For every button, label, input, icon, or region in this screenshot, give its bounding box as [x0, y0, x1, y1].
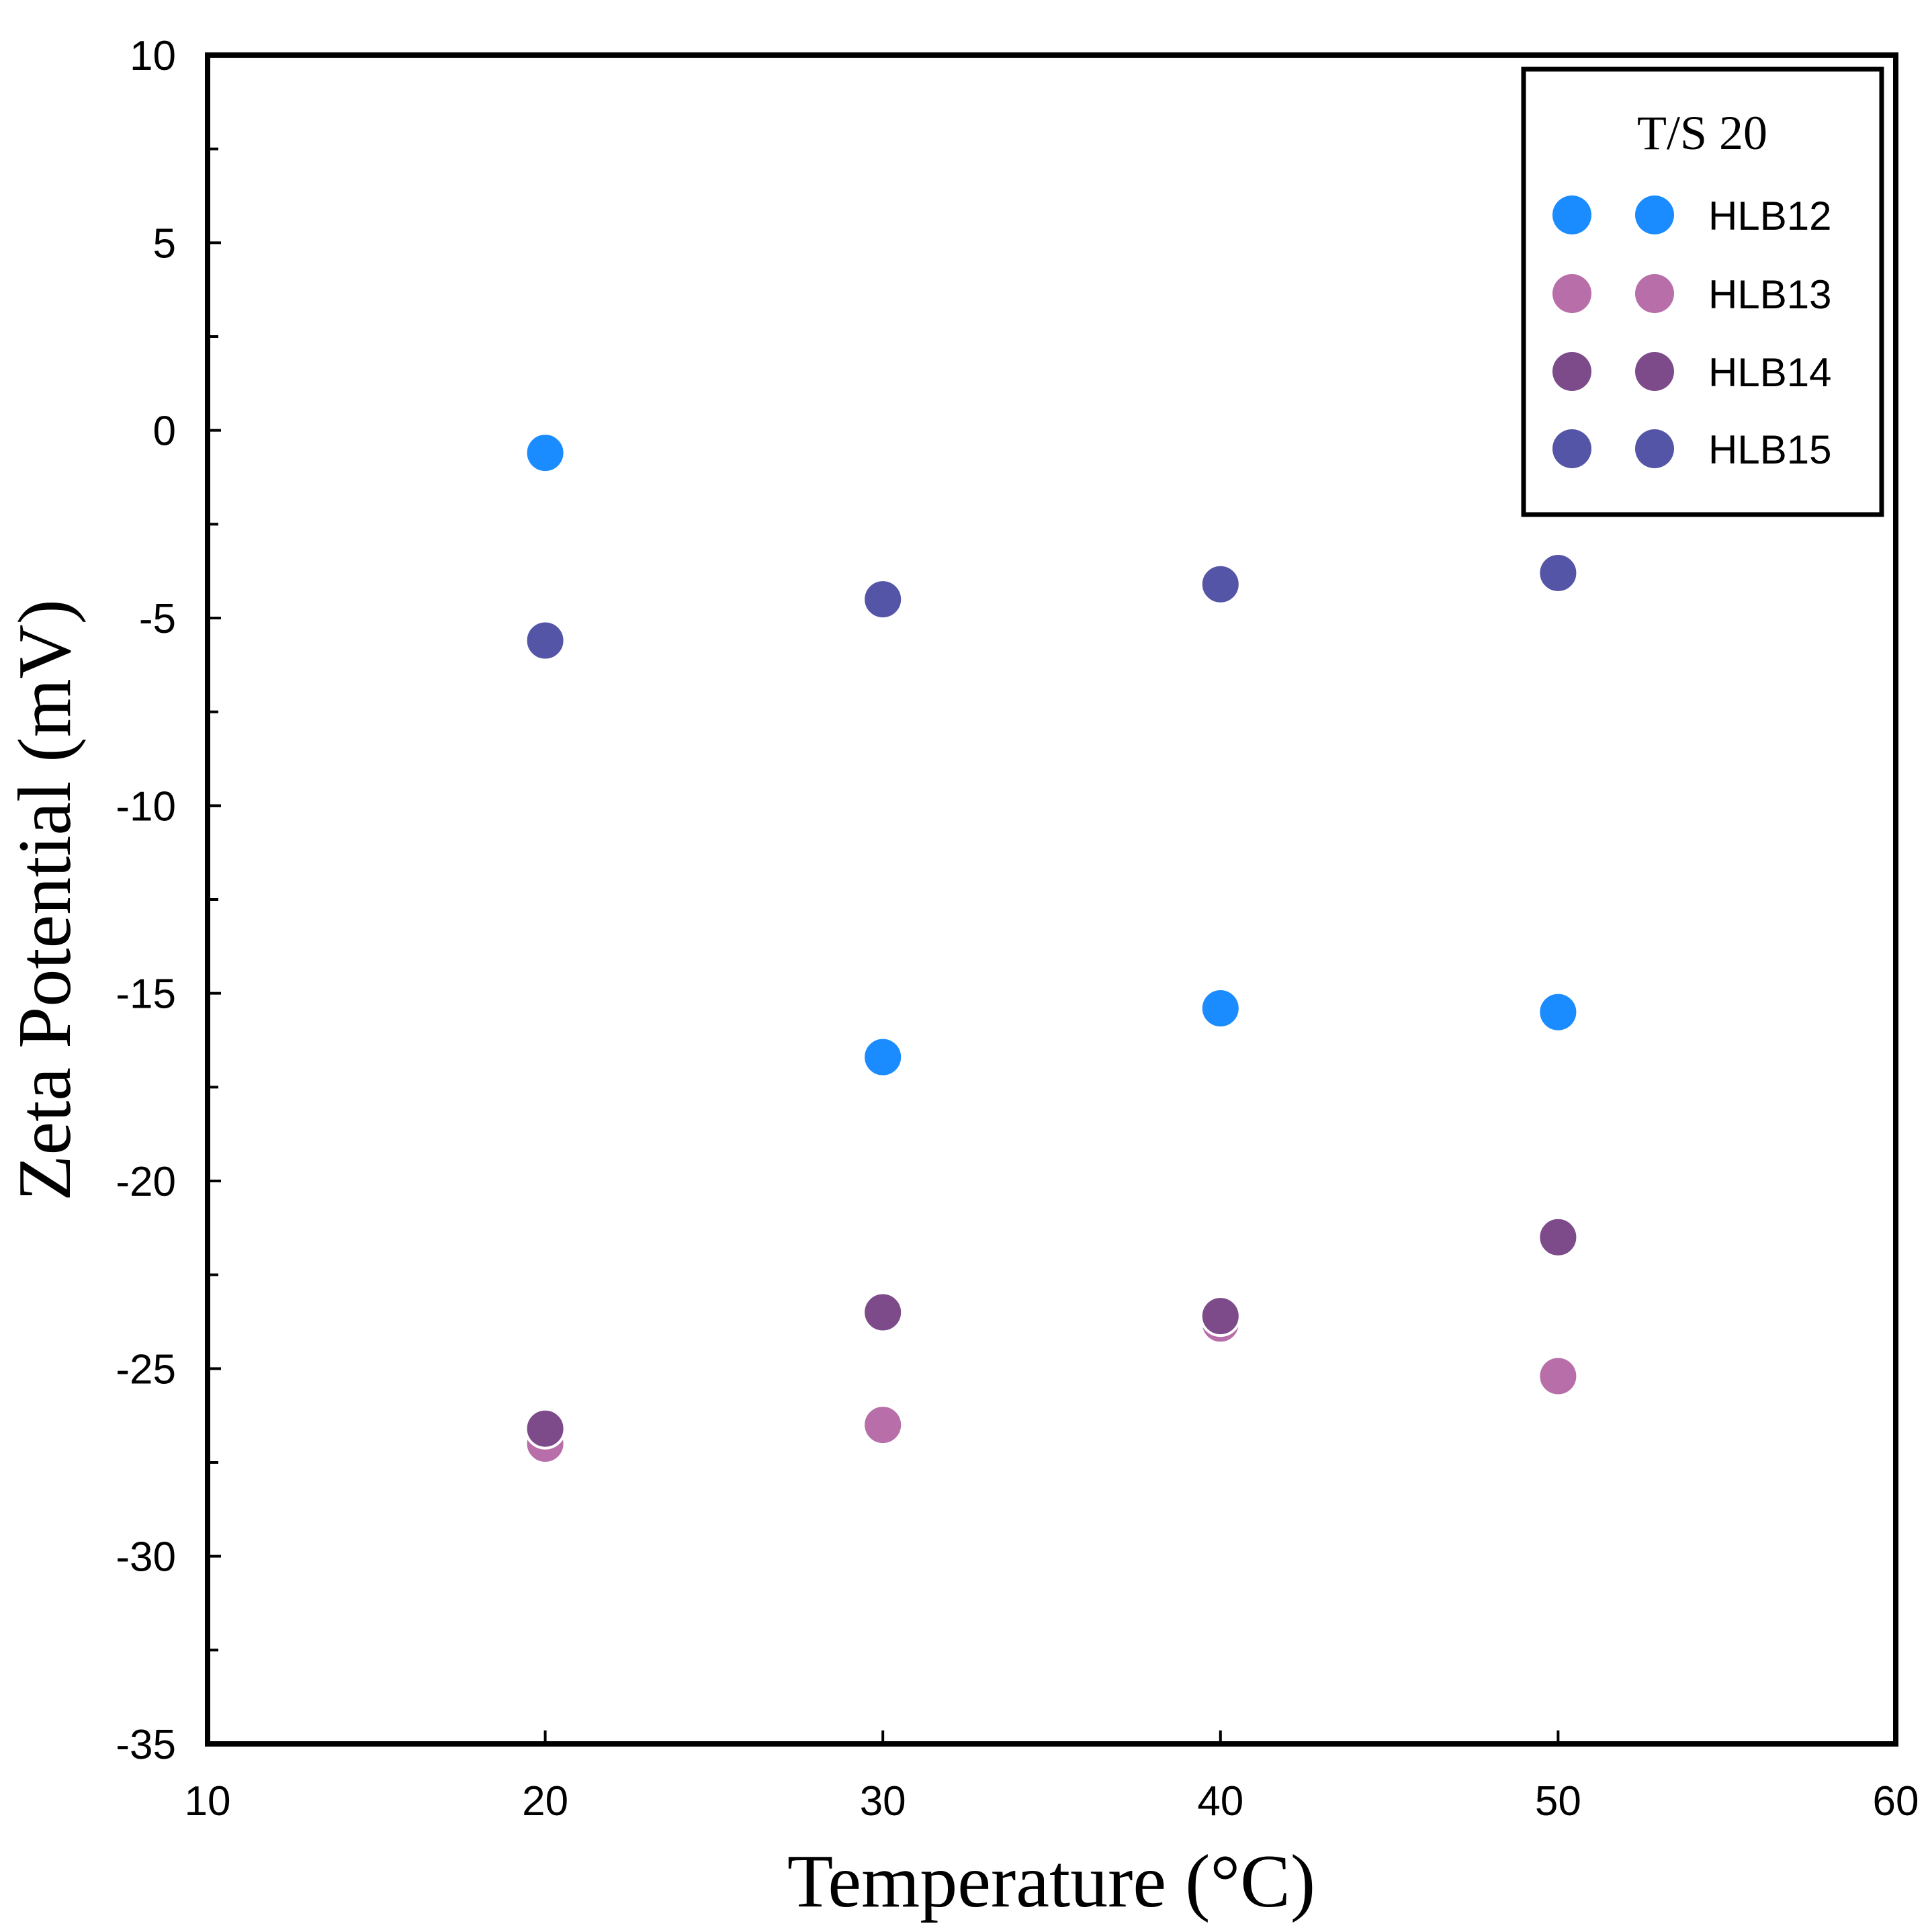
legend-marker-hlb14	[1635, 352, 1674, 391]
point-hlb15	[1537, 552, 1579, 594]
point-hlb12	[862, 1036, 904, 1078]
legend-marker-hlb12	[1635, 195, 1674, 234]
point-hlb13	[862, 1404, 904, 1446]
y-tick-label: -35	[116, 1722, 176, 1768]
plot-frame	[205, 52, 1898, 1747]
x-tick-label: 10	[185, 1778, 231, 1825]
y-axis-ticks: 10 5 0 -5 -10 -15 -20 -25 -30 -35	[116, 33, 221, 1768]
x-tick-label: 30	[860, 1778, 906, 1825]
y-tick-label: -15	[116, 971, 176, 1018]
y-axis-title: Zeta Potential (mV)	[3, 599, 87, 1201]
legend-items: HLB12 HLB13 HLB14 HLB15	[1552, 193, 1831, 472]
legend-marker-hlb15	[1552, 429, 1591, 468]
legend-label-hlb12: HLB12	[1708, 193, 1831, 238]
x-tick-label: 60	[1873, 1778, 1919, 1825]
legend: T/S 20 HLB12 HLB13 HLB14 HLB15	[1521, 67, 1884, 517]
legend-item-hlb14: HLB14	[1552, 350, 1831, 395]
y-tick-label: -5	[139, 596, 176, 642]
point-hlb15	[1199, 563, 1241, 605]
legend-label-hlb13: HLB13	[1708, 272, 1831, 317]
x-tick-label: 50	[1535, 1778, 1581, 1825]
y-tick-label: 0	[153, 408, 176, 455]
data-points	[524, 432, 1579, 1465]
legend-title: T/S 20	[1637, 106, 1767, 160]
legend-label-hlb15: HLB15	[1708, 427, 1831, 472]
legend-label-hlb14: HLB14	[1708, 350, 1831, 395]
legend-marker-hlb13	[1552, 274, 1591, 313]
point-hlb12	[1199, 987, 1241, 1030]
y-tick-label: 10	[130, 33, 176, 79]
point-hlb12	[524, 432, 566, 474]
legend-item-hlb12: HLB12	[1552, 193, 1831, 238]
x-tick-label: 40	[1197, 1778, 1243, 1825]
legend-item-hlb15: HLB15	[1552, 427, 1831, 472]
point-hlb14	[1537, 1216, 1579, 1258]
y-tick-label: -30	[116, 1534, 176, 1581]
legend-marker-hlb14	[1552, 352, 1591, 391]
point-hlb15	[862, 578, 904, 621]
y-tick-label: -25	[116, 1346, 176, 1393]
point-hlb12	[1537, 991, 1579, 1033]
legend-marker-hlb12	[1552, 195, 1591, 234]
point-hlb14	[862, 1291, 904, 1333]
y-tick-label: -20	[116, 1159, 176, 1205]
y-tick-label: -10	[116, 783, 176, 830]
y-tick-label: 5	[153, 220, 176, 267]
point-hlb15	[524, 619, 566, 662]
x-axis-ticks: 10 20 30 40 50 60	[185, 1730, 1919, 1825]
point-hlb13	[1537, 1355, 1579, 1397]
legend-marker-hlb15	[1635, 429, 1674, 468]
x-tick-label: 20	[522, 1778, 568, 1825]
point-hlb14	[524, 1407, 566, 1450]
point-hlb14	[1199, 1295, 1241, 1337]
x-axis-title: Temperature (°C)	[787, 1840, 1315, 1923]
legend-item-hlb13: HLB13	[1552, 272, 1831, 317]
legend-marker-hlb13	[1635, 274, 1674, 313]
